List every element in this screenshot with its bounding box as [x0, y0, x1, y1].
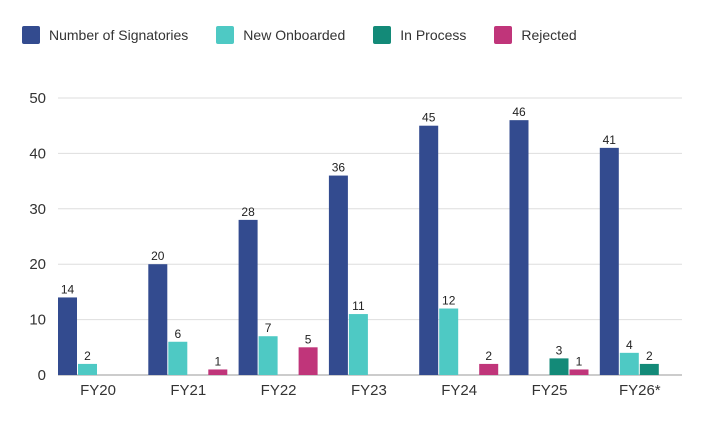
bar-number-of-signatories — [238, 219, 258, 375]
data-label: 36 — [332, 161, 346, 175]
data-label: 41 — [603, 133, 617, 147]
bar-number-of-signatories — [58, 297, 77, 375]
bar-new-onboarded — [348, 314, 368, 375]
x-tick-label: FY20 — [80, 382, 116, 399]
data-label: 5 — [305, 332, 312, 346]
y-tick-label: 50 — [29, 90, 46, 107]
bar-new-onboarded — [258, 336, 278, 375]
legend-swatch — [22, 26, 40, 44]
legend-label: In Process — [400, 27, 467, 43]
legend-label: Number of Signatories — [49, 27, 189, 43]
bar-rejected — [208, 369, 228, 375]
legend-label: Rejected — [521, 27, 577, 43]
legend-item: Rejected — [494, 26, 577, 44]
data-label: 3 — [556, 343, 563, 357]
data-label: 2 — [485, 349, 492, 363]
data-label: 20 — [151, 249, 165, 263]
data-label: 28 — [241, 205, 255, 219]
legend-label: New Onboarded — [243, 27, 346, 43]
data-label: 2 — [646, 349, 653, 363]
bar-number-of-signatories — [599, 147, 619, 375]
data-label: 12 — [442, 294, 456, 308]
data-label: 11 — [352, 299, 365, 313]
y-tick-label: 20 — [29, 256, 46, 273]
x-tick-label: FY26* — [619, 382, 661, 399]
bar-number-of-signatories — [509, 120, 529, 375]
legend-item: New Onboarded — [216, 26, 345, 44]
x-tick-label: FY23 — [351, 382, 387, 399]
y-tick-label: 40 — [29, 145, 46, 162]
bar-new-onboarded — [168, 341, 188, 375]
data-label: 7 — [265, 321, 272, 335]
x-tick-label: FY24 — [441, 382, 477, 399]
bar-number-of-signatories — [419, 125, 439, 375]
data-label: 14 — [61, 282, 75, 296]
data-label: 46 — [512, 105, 526, 119]
bar-in-process — [549, 358, 569, 375]
bar-number-of-signatories — [328, 175, 348, 375]
data-label: 2 — [84, 349, 91, 363]
bar-number-of-signatories — [148, 264, 168, 375]
bar-new-onboarded — [619, 352, 639, 375]
bar-in-process — [639, 363, 659, 375]
data-label: 45 — [422, 111, 436, 125]
data-label: 1 — [576, 354, 583, 368]
legend-swatch — [373, 26, 392, 44]
legend-swatch — [216, 26, 235, 44]
x-tick-label: FY25 — [532, 382, 568, 399]
y-tick-label: 30 — [29, 201, 46, 218]
bar-rejected — [569, 369, 589, 375]
bar-new-onboarded — [439, 308, 459, 375]
y-tick-label: 0 — [38, 367, 46, 384]
data-label: 4 — [626, 338, 633, 352]
legend-item: In Process — [373, 26, 466, 44]
legend-item: Number of Signatories — [22, 26, 188, 44]
data-label: 1 — [214, 354, 221, 368]
data-label: 6 — [174, 327, 181, 341]
x-tick-label: FY22 — [261, 382, 297, 399]
x-tick-label: FY21 — [170, 382, 206, 399]
y-tick-label: 10 — [29, 312, 46, 329]
bar-rejected — [479, 363, 499, 375]
bar-new-onboarded — [78, 363, 97, 375]
legend-swatch — [494, 26, 513, 44]
chart-legend: Number of Signatories New Onboarded In Pro… — [22, 23, 605, 47]
bar-rejected — [298, 347, 318, 375]
